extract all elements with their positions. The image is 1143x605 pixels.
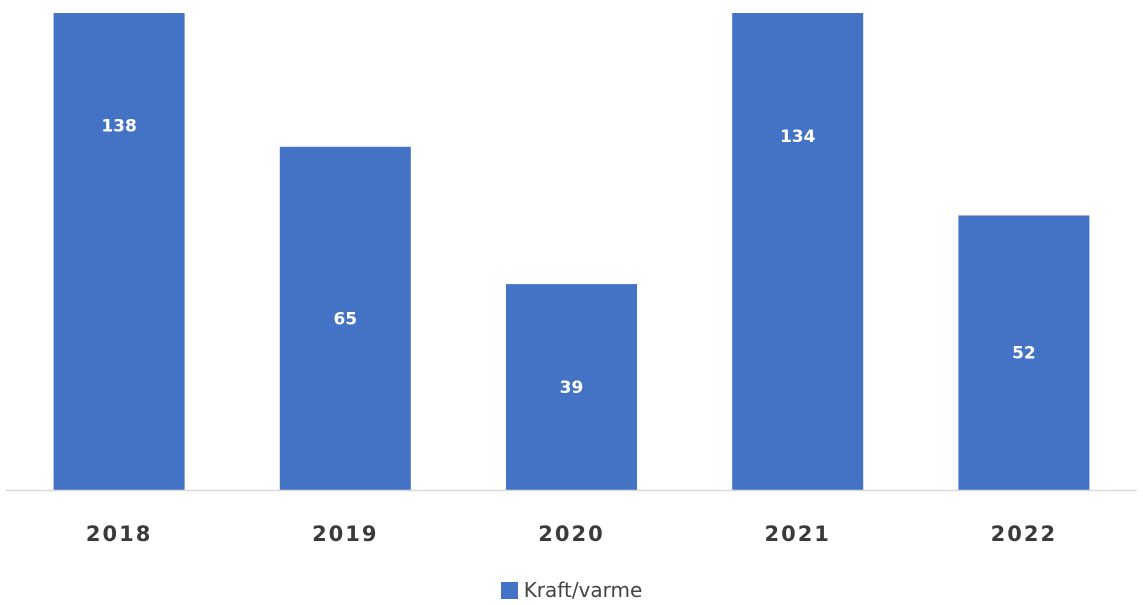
bars-group bbox=[53, 13, 1090, 491]
x-tick-label-2018: 2018 bbox=[86, 522, 152, 546]
x-tick-label-2022: 2022 bbox=[991, 522, 1057, 546]
bar-2019 bbox=[279, 146, 411, 491]
legend: Kraft/varme bbox=[0, 578, 1143, 602]
bar-2020 bbox=[506, 284, 637, 490]
value-label-2020: 39 bbox=[560, 378, 584, 398]
value-label-2022: 52 bbox=[1012, 344, 1036, 364]
value-label-2018: 138 bbox=[101, 117, 137, 137]
bar-2021 bbox=[732, 13, 864, 490]
value-labels-group: 138 65 39 134 52 bbox=[101, 117, 1035, 398]
x-tick-label-2019: 2019 bbox=[312, 522, 378, 546]
x-tick-label-2020: 2020 bbox=[538, 522, 604, 546]
x-tick-label-2021: 2021 bbox=[764, 522, 830, 546]
bar-2022 bbox=[958, 215, 1090, 490]
value-label-2019: 65 bbox=[333, 309, 357, 329]
x-tick-labels-group: 2018 2019 2020 2021 2022 bbox=[86, 522, 1057, 546]
legend-swatch bbox=[500, 581, 518, 599]
legend-label: Kraft/varme bbox=[523, 578, 643, 602]
value-label-2021: 134 bbox=[780, 127, 816, 147]
bar-2018 bbox=[53, 13, 185, 490]
